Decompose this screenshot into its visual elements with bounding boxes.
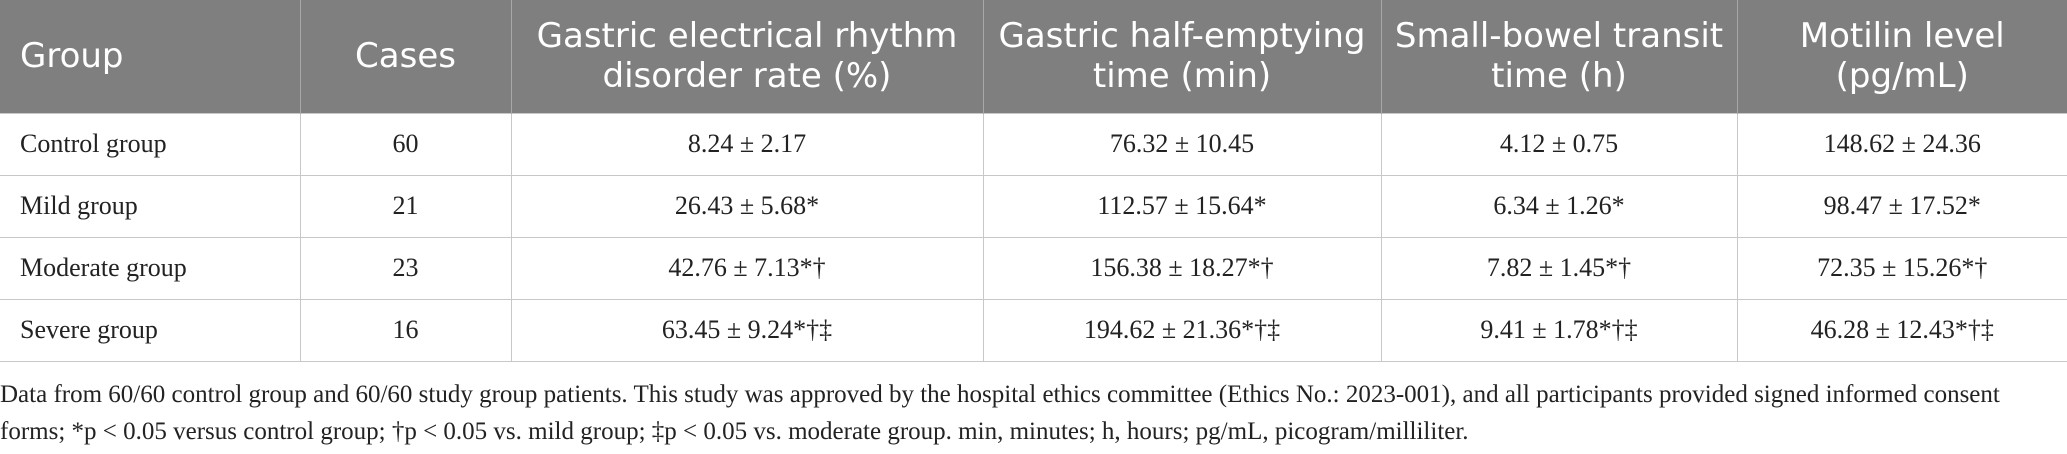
table-cell: 76.32 ± 10.45 — [982, 112, 1382, 176]
table-cell: 21 — [299, 174, 512, 238]
column-header: Gastric half-emptying time (min) — [982, 0, 1381, 113]
header-row: Group Cases Gastric electrical rhythm diso… — [0, 0, 2067, 113]
table-body: Control group 60 8.24 ± 2.17 76.32 ± 10.45 4… — [0, 112, 2067, 362]
table-cell: 148.62 ± 24.36 — [1736, 112, 2067, 176]
table-cell: 60 — [299, 112, 512, 176]
column-header: Motilin level (pg/mL) — [1736, 0, 2067, 113]
table-cell: 156.38 ± 18.27*† — [982, 236, 1382, 300]
table-cell: 112.57 ± 15.64* — [982, 174, 1382, 238]
table-row: Control group 60 8.24 ± 2.17 76.32 ± 10.45 4… — [0, 112, 2067, 176]
column-header: Cases — [299, 0, 511, 113]
table-cell: 6.34 ± 1.26* — [1380, 174, 1738, 238]
data-table: Group Cases Gastric electrical rhythm diso… — [0, 0, 2067, 362]
table-cell: 72.35 ± 15.26*† — [1736, 236, 2067, 300]
table-cell: 9.41 ± 1.78*†‡ — [1380, 298, 1738, 362]
table-cell: 63.45 ± 9.24*†‡ — [510, 298, 984, 362]
table-cell: 194.62 ± 21.36*†‡ — [982, 298, 1382, 362]
table-cell: 98.47 ± 17.52* — [1736, 174, 2067, 238]
table-row: Moderate group 23 42.76 ± 7.13*† 156.38 ± 1… — [0, 236, 2067, 300]
table-cell: 7.82 ± 1.45*† — [1380, 236, 1738, 300]
table-cell: 46.28 ± 12.43*†‡ — [1736, 298, 2067, 362]
table-cell: Mild group — [0, 174, 301, 238]
column-header: Small-bowel transit time (h) — [1380, 0, 1737, 113]
table-cell: 4.12 ± 0.75 — [1380, 112, 1738, 176]
table-row: Severe group 16 63.45 ± 9.24*†‡ 194.62 ± 21… — [0, 298, 2067, 362]
table-cell: Control group — [0, 112, 301, 176]
table-cell: Moderate group — [0, 236, 301, 300]
table-cell: 42.76 ± 7.13*† — [510, 236, 984, 300]
table-cell: 8.24 ± 2.17 — [510, 112, 984, 176]
table-cell: 23 — [299, 236, 512, 300]
table-cell: 26.43 ± 5.68* — [510, 174, 984, 238]
column-header: Group — [0, 0, 300, 113]
table-row: Mild group 21 26.43 ± 5.68* 112.57 ± 15.64*… — [0, 174, 2067, 238]
table-cell: Severe group — [0, 298, 301, 362]
footnote: Data from 60/60 control group and 60/60 … — [0, 380, 2000, 445]
table-cell: 16 — [299, 298, 512, 362]
column-header: Gastric electrical rhythm disorder rate … — [510, 0, 983, 113]
